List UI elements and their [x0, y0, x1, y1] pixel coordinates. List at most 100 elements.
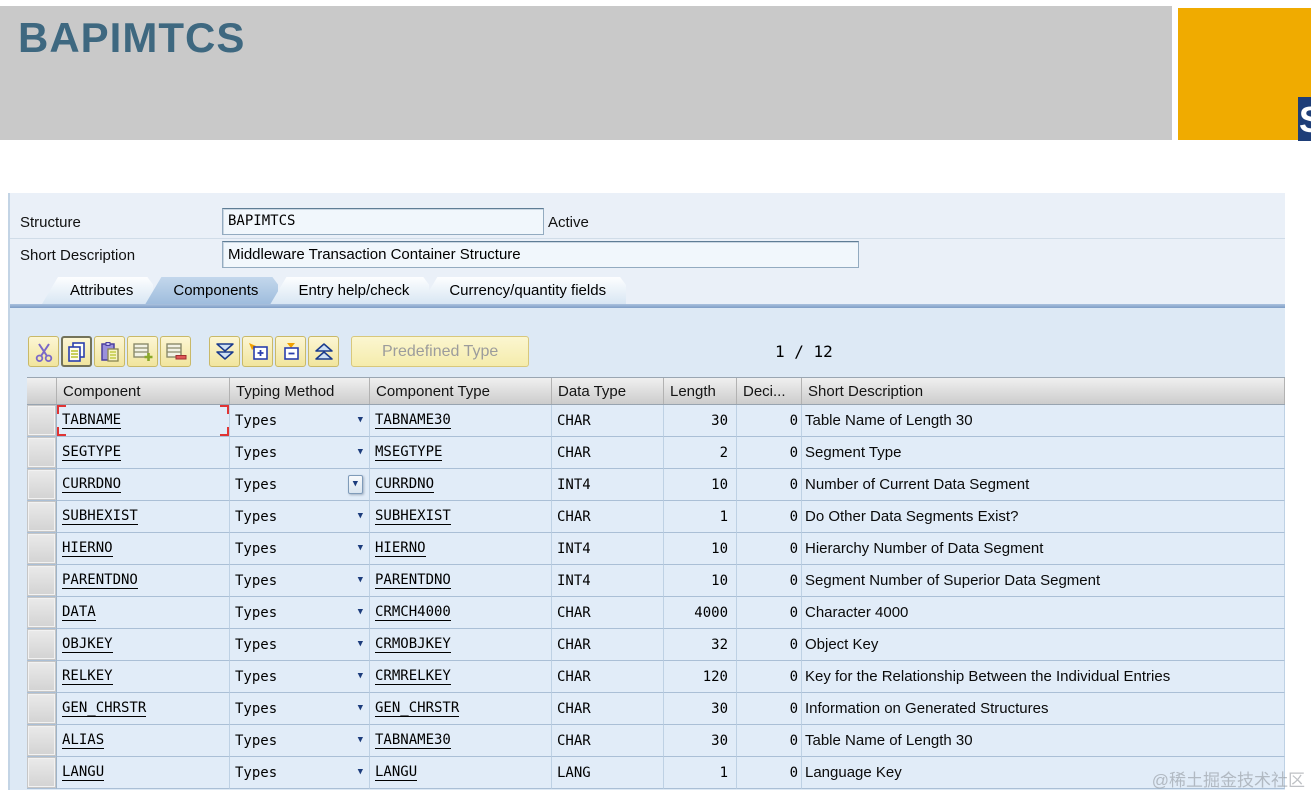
- component-type-link[interactable]: TABNAME30: [375, 412, 451, 429]
- move-down-button[interactable]: [209, 336, 240, 367]
- typing-method-cell[interactable]: Types ▼: [230, 725, 370, 757]
- component-cell[interactable]: CURRDNO: [57, 469, 230, 501]
- row-selector[interactable]: [27, 501, 57, 533]
- data-type-cell[interactable]: INT4: [552, 565, 664, 597]
- component-type-cell[interactable]: LANGU: [370, 757, 552, 789]
- typing-method-cell[interactable]: Types ▼: [230, 757, 370, 789]
- decimals-cell[interactable]: 0: [737, 501, 802, 533]
- component-link[interactable]: SUBHEXIST: [62, 508, 138, 525]
- row-selector[interactable]: [27, 533, 57, 565]
- expand-button[interactable]: [242, 336, 273, 367]
- data-type-cell[interactable]: CHAR: [552, 437, 664, 469]
- component-link[interactable]: RELKEY: [62, 668, 113, 685]
- typing-method-cell[interactable]: Types ▼: [230, 629, 370, 661]
- length-cell[interactable]: 1: [664, 501, 737, 533]
- component-cell[interactable]: SEGTYPE: [57, 437, 230, 469]
- component-type-cell[interactable]: CURRDNO: [370, 469, 552, 501]
- component-type-link[interactable]: GEN_CHRSTR: [375, 700, 460, 717]
- tab[interactable]: Entry help/check: [270, 277, 429, 304]
- decimals-cell[interactable]: 0: [737, 533, 802, 565]
- typing-method-cell[interactable]: Types ▼: [230, 469, 370, 501]
- data-type-cell[interactable]: CHAR: [552, 693, 664, 725]
- length-cell[interactable]: 120: [664, 661, 737, 693]
- dropdown-icon[interactable]: ▼: [357, 511, 363, 521]
- header-component-type[interactable]: Component Type: [370, 378, 552, 404]
- row-selector[interactable]: [27, 693, 57, 725]
- data-type-cell[interactable]: CHAR: [552, 629, 664, 661]
- decimals-cell[interactable]: 0: [737, 693, 802, 725]
- move-up-button[interactable]: [308, 336, 339, 367]
- row-selector[interactable]: [27, 757, 57, 789]
- length-cell[interactable]: 2: [664, 437, 737, 469]
- component-type-cell[interactable]: MSEGTYPE: [370, 437, 552, 469]
- component-type-link[interactable]: CURRDNO: [375, 476, 435, 493]
- component-cell[interactable]: HIERNO: [57, 533, 230, 565]
- length-cell[interactable]: 10: [664, 565, 737, 597]
- component-type-cell[interactable]: CRMCH4000: [370, 597, 552, 629]
- length-cell[interactable]: 10: [664, 469, 737, 501]
- typing-method-cell[interactable]: Types ▼: [230, 565, 370, 597]
- dropdown-icon[interactable]: ▼: [357, 607, 363, 617]
- insert-row-button[interactable]: [127, 336, 158, 367]
- dropdown-icon[interactable]: ▼: [357, 671, 363, 681]
- component-type-link[interactable]: TABNAME30: [375, 732, 451, 749]
- component-cell[interactable]: DATA: [57, 597, 230, 629]
- tab[interactable]: Attributes: [42, 277, 153, 304]
- header-short-description[interactable]: Short Description: [802, 378, 1285, 404]
- dropdown-icon[interactable]: ▼: [357, 447, 363, 457]
- length-cell[interactable]: 30: [664, 725, 737, 757]
- component-link[interactable]: LANGU: [62, 764, 105, 781]
- dropdown-icon[interactable]: ▼: [357, 767, 363, 777]
- tab[interactable]: Components: [145, 277, 278, 304]
- predefined-type-button[interactable]: Predefined Type: [351, 336, 530, 367]
- decimals-cell[interactable]: 0: [737, 661, 802, 693]
- component-type-link[interactable]: LANGU: [375, 764, 418, 781]
- component-link[interactable]: PARENTDNO: [62, 572, 138, 589]
- length-cell[interactable]: 4000: [664, 597, 737, 629]
- component-link[interactable]: OBJKEY: [62, 636, 113, 653]
- component-cell[interactable]: ALIAS: [57, 725, 230, 757]
- component-link[interactable]: ALIAS: [62, 732, 105, 749]
- component-cell[interactable]: PARENTDNO: [57, 565, 230, 597]
- row-selector[interactable]: [27, 597, 57, 629]
- component-type-link[interactable]: CRMOBJKEY: [375, 636, 451, 653]
- component-link[interactable]: SEGTYPE: [62, 444, 122, 461]
- decimals-cell[interactable]: 0: [737, 629, 802, 661]
- data-type-cell[interactable]: LANG: [552, 757, 664, 789]
- row-selector[interactable]: [27, 725, 57, 757]
- component-type-link[interactable]: PARENTDNO: [375, 572, 451, 589]
- row-selector[interactable]: [27, 469, 57, 501]
- component-link[interactable]: CURRDNO: [62, 476, 122, 493]
- data-type-cell[interactable]: INT4: [552, 469, 664, 501]
- dropdown-icon[interactable]: ▼: [357, 575, 363, 585]
- component-type-cell[interactable]: TABNAME30: [370, 725, 552, 757]
- component-type-cell[interactable]: GEN_CHRSTR: [370, 693, 552, 725]
- header-decimals[interactable]: Deci...: [737, 378, 802, 404]
- header-length[interactable]: Length: [664, 378, 737, 404]
- row-selector[interactable]: [27, 661, 57, 693]
- data-type-cell[interactable]: CHAR: [552, 597, 664, 629]
- data-type-cell[interactable]: INT4: [552, 533, 664, 565]
- header-data-type[interactable]: Data Type: [552, 378, 664, 404]
- component-type-cell[interactable]: SUBHEXIST: [370, 501, 552, 533]
- row-selector[interactable]: [27, 437, 57, 469]
- component-type-cell[interactable]: PARENTDNO: [370, 565, 552, 597]
- typing-method-cell[interactable]: Types ▼: [230, 501, 370, 533]
- typing-method-cell[interactable]: Types ▼: [230, 405, 370, 437]
- decimals-cell[interactable]: 0: [737, 757, 802, 789]
- data-type-cell[interactable]: CHAR: [552, 661, 664, 693]
- typing-method-cell[interactable]: Types ▼: [230, 693, 370, 725]
- component-type-link[interactable]: CRMCH4000: [375, 604, 451, 621]
- row-selector[interactable]: [27, 629, 57, 661]
- component-type-link[interactable]: SUBHEXIST: [375, 508, 451, 525]
- typing-method-cell[interactable]: Types ▼: [230, 597, 370, 629]
- copy-button[interactable]: [61, 336, 92, 367]
- component-type-cell[interactable]: TABNAME30: [370, 405, 552, 437]
- component-cell[interactable]: LANGU: [57, 757, 230, 789]
- collapse-button[interactable]: [275, 336, 306, 367]
- short-description-input[interactable]: Middleware Transaction Container Structu…: [222, 241, 859, 268]
- component-link[interactable]: HIERNO: [62, 540, 113, 557]
- decimals-cell[interactable]: 0: [737, 565, 802, 597]
- decimals-cell[interactable]: 0: [737, 405, 802, 437]
- typing-method-cell[interactable]: Types ▼: [230, 661, 370, 693]
